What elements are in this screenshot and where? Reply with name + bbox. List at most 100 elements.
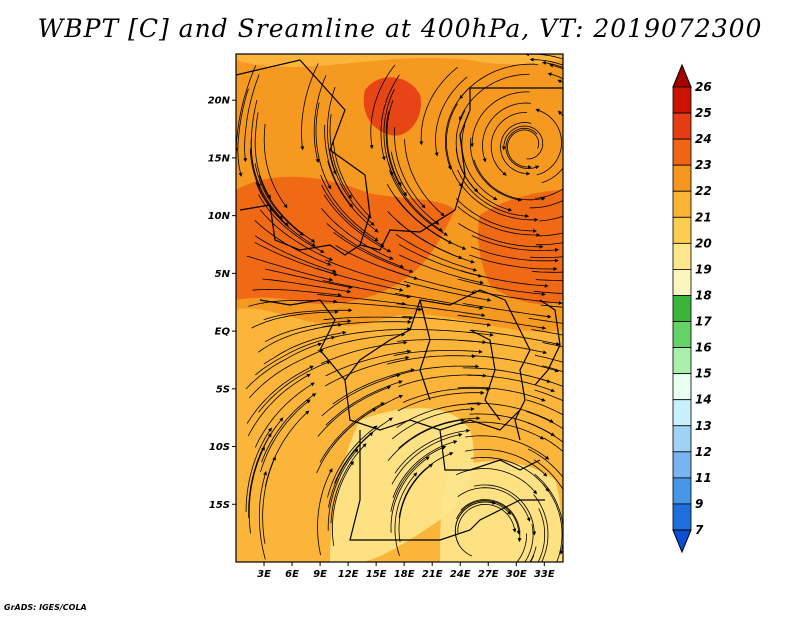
streamline	[245, 342, 323, 390]
streamline	[329, 150, 375, 226]
streamlines	[236, 54, 668, 618]
streamline	[394, 126, 426, 209]
streamline	[327, 448, 359, 531]
colorbar-swatch	[672, 425, 692, 453]
lon-tick-label: 21E	[422, 569, 443, 580]
streamline	[324, 355, 410, 387]
colorbar-level-label: 15	[695, 367, 712, 381]
lon-tick-label: 3E	[257, 569, 271, 580]
streamline	[604, 487, 613, 573]
streamline	[248, 446, 265, 534]
colorbar-swatch	[672, 347, 692, 375]
streamline	[434, 76, 468, 157]
streamline	[481, 102, 531, 163]
streamline	[254, 112, 271, 199]
lon-tick-label: 6E	[285, 569, 299, 580]
streamline	[445, 103, 463, 188]
streamline	[557, 79, 563, 84]
streamline	[457, 314, 547, 330]
streamline	[316, 267, 404, 292]
lat-tick-label: 5N	[215, 269, 231, 280]
colorbar-level-label: 7	[695, 523, 704, 537]
streamline	[603, 119, 630, 200]
streamline	[261, 393, 317, 463]
streamline	[390, 364, 480, 378]
streamline	[247, 373, 311, 437]
map-plot-area	[236, 54, 668, 618]
streamline	[597, 134, 634, 210]
streamline	[390, 445, 447, 512]
streamline	[459, 73, 530, 121]
streamline	[330, 443, 367, 524]
streamline	[609, 172, 668, 235]
streamline	[611, 471, 627, 556]
streamline	[258, 470, 267, 560]
streamline	[319, 402, 385, 463]
colorbar-swatch	[672, 216, 692, 244]
streamline	[321, 184, 385, 247]
latitude-axis: 20N 15N 10N 5N EQ 5S 10S 15S	[208, 96, 236, 511]
streamline	[465, 449, 548, 477]
streamline	[317, 386, 392, 437]
streamline	[598, 412, 652, 480]
colorbar-swatch	[672, 242, 692, 270]
streamline	[566, 547, 607, 618]
streamline	[325, 349, 412, 377]
streamline	[490, 112, 527, 176]
streamline	[398, 463, 433, 543]
colorbar-swatch	[672, 451, 692, 479]
streamline	[249, 148, 289, 227]
colorbar-swatch	[672, 373, 692, 401]
streamline	[386, 99, 402, 187]
lat-tick-label: 10S	[209, 442, 230, 453]
lon-tick-label: 30E	[506, 569, 527, 580]
streamline	[455, 198, 537, 233]
streamline	[259, 209, 334, 261]
streamline	[402, 386, 491, 403]
streamline	[258, 194, 325, 253]
streamline	[601, 88, 619, 171]
streamline	[470, 246, 559, 263]
streamline	[317, 294, 407, 306]
streamline	[380, 74, 400, 161]
lon-tick-label: 12E	[338, 569, 359, 580]
colorbar-level-label: 26	[695, 80, 712, 94]
colorbar-swatch	[672, 138, 692, 166]
streamline	[526, 411, 563, 430]
streamline	[254, 382, 315, 448]
colorbar-swatch	[672, 503, 692, 531]
streamline	[396, 303, 486, 318]
streamline	[263, 123, 288, 209]
streamline	[471, 355, 560, 373]
streamline	[577, 534, 610, 613]
streamline	[461, 124, 498, 201]
streamline	[320, 174, 379, 242]
streamline	[254, 163, 304, 236]
colorbar-top-triangle	[672, 63, 692, 88]
streamline	[534, 389, 563, 402]
colorbar-level-label: 12	[695, 445, 712, 459]
streamline	[596, 461, 620, 544]
streamline	[243, 74, 260, 163]
streamline	[265, 319, 352, 343]
streamline	[529, 256, 563, 259]
streamline	[529, 200, 563, 209]
streamline	[385, 111, 407, 197]
streamline	[457, 487, 531, 522]
streamline	[403, 281, 492, 302]
streamline	[458, 223, 544, 249]
lat-tick-label: EQ	[215, 327, 231, 338]
streamline	[474, 484, 537, 536]
streamline	[397, 390, 485, 412]
streamline	[526, 399, 563, 416]
streamline	[391, 433, 463, 485]
colorbar-level-label: 9	[695, 497, 703, 511]
streamline	[460, 499, 522, 543]
streamline	[402, 316, 492, 327]
streamline	[539, 215, 563, 222]
streamline	[534, 354, 563, 363]
streamline	[460, 270, 549, 288]
streamline	[469, 254, 558, 271]
lon-tick-label: 15E	[366, 569, 387, 580]
colorbar-swatch	[672, 269, 692, 296]
